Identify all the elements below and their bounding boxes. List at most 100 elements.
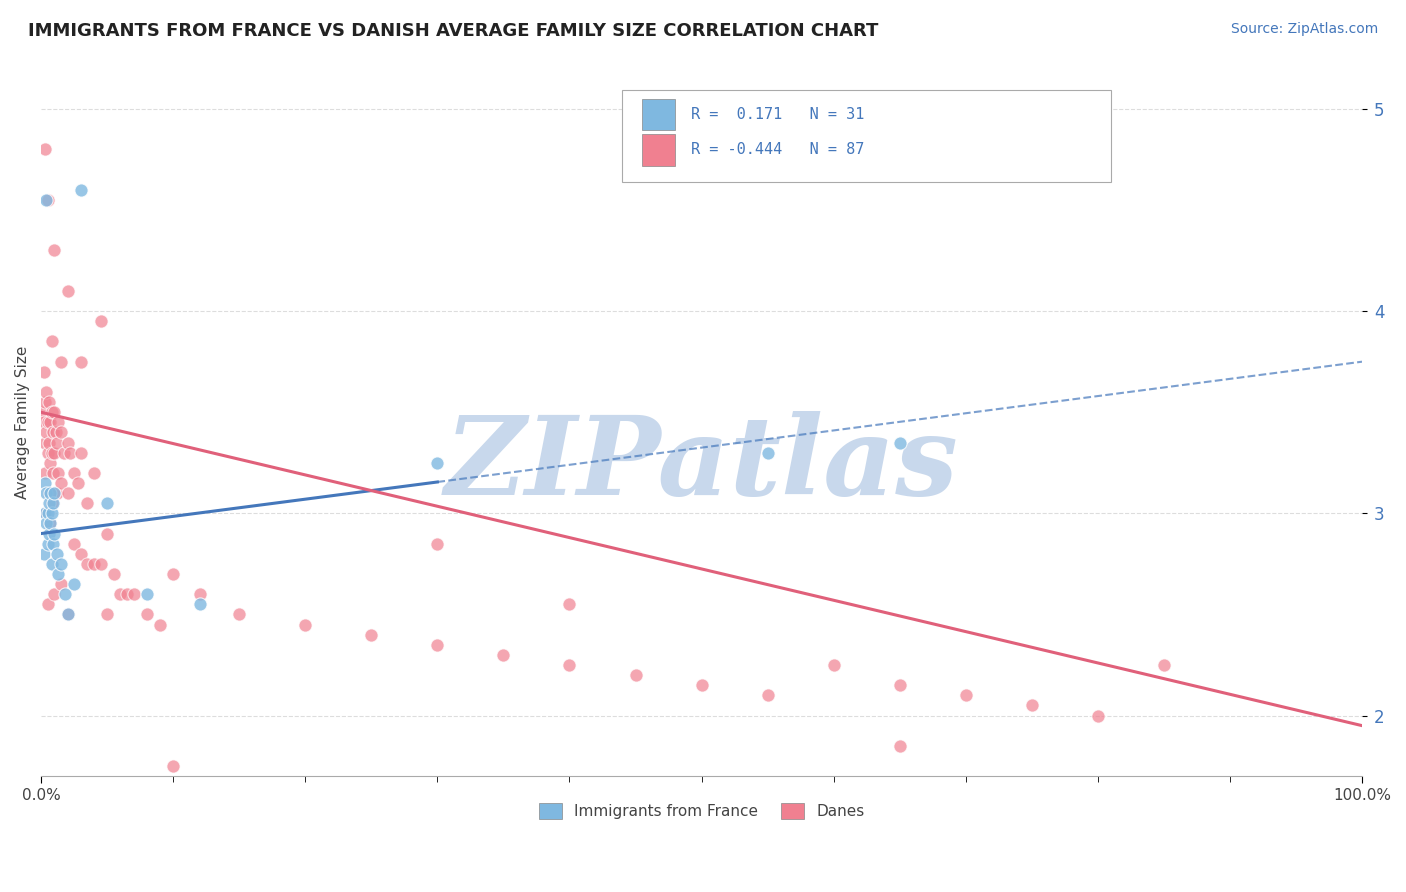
Point [56, 486, 79, 500]
Point [49, 557, 72, 571]
Point [76, 557, 98, 571]
Point [41, 506, 63, 520]
Point [39, 456, 62, 470]
Point [69, 183, 91, 197]
Point [42, 496, 65, 510]
Point [162, 759, 184, 773]
Text: Source: ZipAtlas.com: Source: ZipAtlas.com [1230, 22, 1378, 37]
Point [34, 475, 56, 490]
Point [44, 486, 66, 500]
Point [67, 475, 90, 490]
Point [41, 334, 63, 349]
Point [41, 557, 63, 571]
Point [56, 607, 79, 622]
Point [32, 415, 55, 429]
Point [69, 547, 91, 561]
Point [46, 466, 69, 480]
Point [44, 445, 66, 459]
Point [37, 415, 59, 429]
Point [96, 607, 118, 622]
Point [35, 193, 58, 207]
Point [34, 506, 56, 520]
Point [35, 425, 58, 440]
Point [135, 607, 157, 622]
Point [39, 486, 62, 500]
Point [624, 668, 647, 682]
Point [44, 405, 66, 419]
Bar [643, 99, 675, 130]
Point [889, 678, 911, 692]
Point [90, 557, 112, 571]
Point [1021, 698, 1043, 713]
Point [823, 657, 845, 672]
Point [46, 547, 69, 561]
Point [37, 597, 59, 611]
Point [46, 415, 69, 429]
Point [69, 354, 91, 368]
Point [44, 587, 66, 601]
Point [32, 365, 55, 379]
Point [103, 566, 125, 581]
Point [45, 425, 67, 440]
Point [38, 435, 60, 450]
Point [56, 607, 79, 622]
Point [52, 445, 75, 459]
Point [756, 688, 779, 702]
Point [53, 587, 76, 601]
Point [42, 536, 65, 550]
Point [294, 617, 316, 632]
Point [35, 486, 58, 500]
Point [44, 486, 66, 500]
Text: IMMIGRANTS FROM FRANCE VS DANISH AVERAGE FAMILY SIZE CORRELATION CHART: IMMIGRANTS FROM FRANCE VS DANISH AVERAGE… [28, 22, 879, 40]
Point [35, 506, 58, 520]
Point [889, 435, 911, 450]
Point [34, 395, 56, 409]
Point [41, 445, 63, 459]
Point [38, 395, 60, 409]
Text: ZIPatlas: ZIPatlas [444, 411, 959, 518]
Point [42, 466, 65, 480]
Bar [623, 90, 1111, 182]
Point [426, 638, 449, 652]
Point [59, 445, 82, 459]
Point [1087, 708, 1109, 723]
Point [39, 415, 62, 429]
Point [955, 688, 977, 702]
Point [31, 405, 53, 419]
Point [558, 597, 581, 611]
Point [492, 648, 515, 662]
Point [46, 566, 69, 581]
Point [34, 435, 56, 450]
Point [39, 516, 62, 531]
Point [115, 587, 138, 601]
Point [38, 526, 60, 541]
Point [41, 405, 63, 419]
Bar [643, 134, 675, 166]
Point [37, 193, 59, 207]
Y-axis label: Average Family Size: Average Family Size [15, 346, 30, 499]
Point [228, 607, 250, 622]
Point [39, 516, 62, 531]
Point [96, 496, 118, 510]
Point [162, 566, 184, 581]
Point [49, 354, 72, 368]
Legend: Immigrants from France, Danes: Immigrants from France, Danes [533, 797, 870, 825]
Point [34, 466, 56, 480]
Point [34, 142, 56, 156]
Point [49, 475, 72, 490]
Point [149, 617, 172, 632]
Point [889, 739, 911, 753]
Point [122, 587, 145, 601]
Text: R =  0.171   N = 31: R = 0.171 N = 31 [690, 107, 865, 122]
Point [56, 284, 79, 298]
Point [110, 587, 132, 601]
Point [49, 577, 72, 591]
Point [46, 435, 69, 450]
Text: R = -0.444   N = 87: R = -0.444 N = 87 [690, 143, 865, 157]
Point [558, 657, 581, 672]
Point [690, 678, 713, 692]
Point [96, 526, 118, 541]
Point [56, 435, 79, 450]
Point [135, 587, 157, 601]
Point [188, 597, 211, 611]
